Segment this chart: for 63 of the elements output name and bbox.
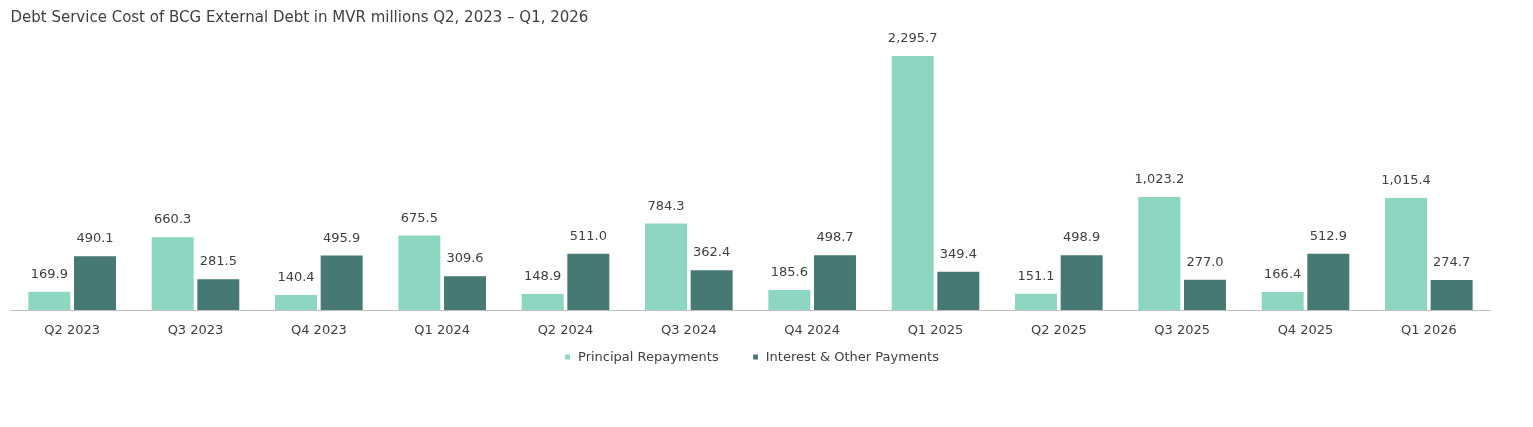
data-label: 1,015.4 [1381, 171, 1431, 187]
bar [1385, 197, 1428, 311]
bar [1307, 253, 1350, 311]
data-label: 675.5 [400, 209, 438, 225]
data-label: 185.6 [770, 263, 808, 279]
bar [521, 293, 564, 311]
bar [1183, 279, 1226, 311]
bar [73, 256, 116, 311]
x-tick-label: Q1 2025 [907, 321, 964, 337]
x-tick-label: Q3 2025 [1154, 321, 1211, 337]
data-label: 140.4 [277, 268, 315, 284]
bar [768, 289, 811, 311]
x-tick-label: Q3 2024 [660, 321, 717, 337]
bar [937, 271, 980, 311]
data-label: 498.9 [1063, 229, 1101, 245]
data-label: 490.1 [76, 230, 114, 246]
data-label: 1,023.2 [1134, 171, 1185, 187]
bar [1138, 197, 1181, 311]
bar [1015, 293, 1058, 311]
x-tick-label: Q2 2023 [44, 321, 101, 337]
data-label: 495.9 [323, 229, 361, 245]
bar [567, 253, 610, 311]
data-label: 784.3 [647, 197, 685, 213]
data-label: 309.6 [446, 250, 484, 266]
x-tick-label: Q2 2024 [537, 321, 594, 337]
bar [275, 294, 318, 311]
x-tick-label: Q1 2024 [414, 321, 471, 337]
data-label: 274.7 [1433, 254, 1471, 270]
x-tick-label: Q2 2025 [1030, 321, 1087, 337]
chart-title: Debt Service Cost of BCG External Debt in MVR millions Q2, 2023 – Q1, 2026 [10, 7, 589, 26]
x-tick-label: Q3 2023 [167, 321, 224, 337]
data-label: 281.5 [199, 253, 237, 269]
data-label: 498.7 [816, 229, 854, 245]
x-tick-label: Q4 2023 [290, 321, 347, 337]
x-tick-label: Q4 2024 [784, 321, 841, 337]
bar [645, 223, 688, 311]
bar [320, 255, 363, 311]
data-label: 362.4 [693, 244, 731, 260]
bar [28, 291, 71, 311]
data-label: 151.1 [1017, 267, 1055, 283]
bar [1430, 280, 1473, 311]
data-label: 2,295.7 [887, 29, 938, 45]
data-label: 511.0 [569, 227, 607, 243]
legend-label: Principal Repayments [578, 348, 719, 364]
data-label: 148.9 [524, 267, 562, 283]
data-label: 660.3 [154, 211, 192, 227]
legend-label: Interest & Other Payments [765, 348, 939, 364]
bar [813, 255, 856, 311]
data-label: 512.9 [1309, 227, 1347, 243]
bar [690, 270, 733, 311]
bar [398, 235, 441, 311]
bar [1261, 292, 1304, 311]
bar [443, 276, 486, 311]
x-tick-label: Q4 2025 [1277, 321, 1334, 337]
x-tick-label: Q1 2026 [1400, 321, 1457, 337]
bar [1060, 255, 1103, 311]
data-label: 349.4 [939, 245, 977, 261]
bar [891, 55, 934, 311]
data-label: 166.4 [1264, 266, 1302, 282]
bar [151, 237, 194, 311]
data-label: 277.0 [1186, 253, 1224, 269]
data-label: 169.9 [30, 265, 68, 281]
bar [197, 279, 240, 311]
